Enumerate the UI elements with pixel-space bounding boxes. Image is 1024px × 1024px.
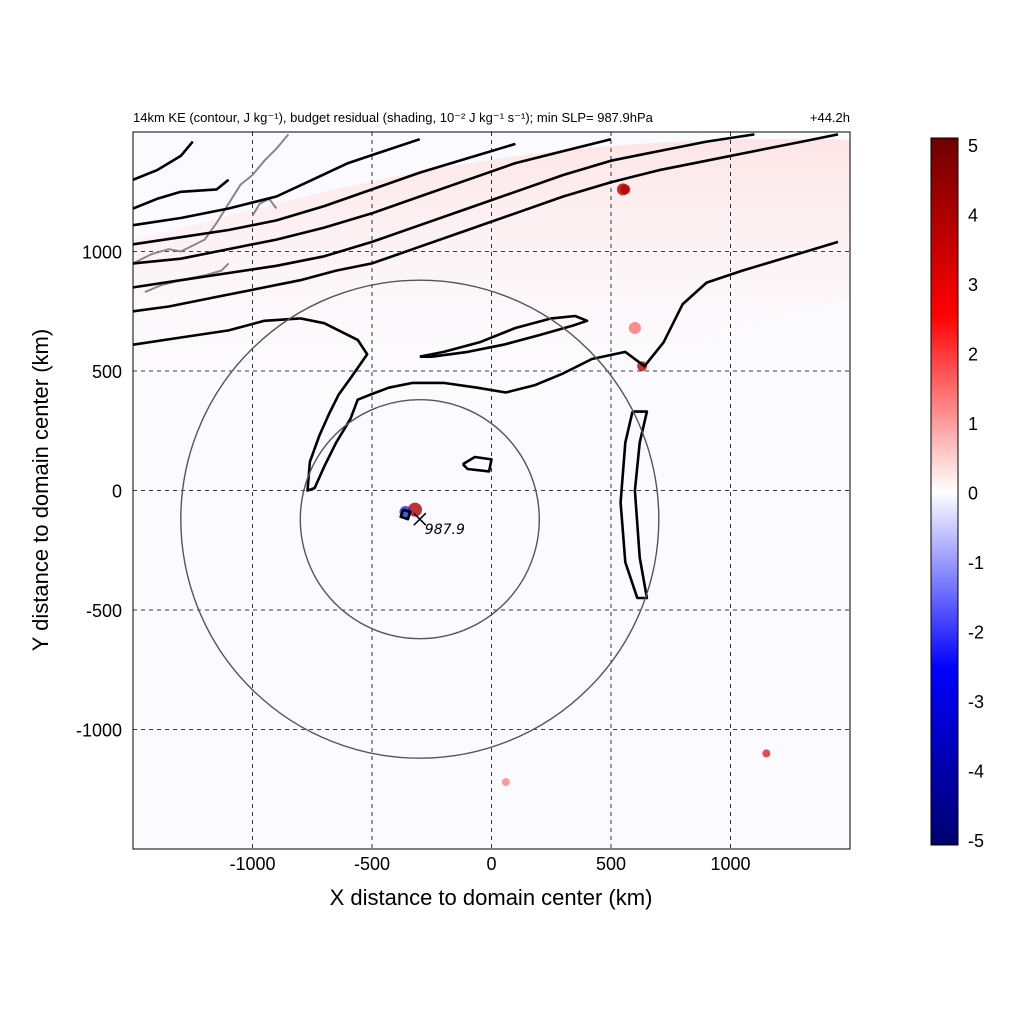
ke-contour-line (133, 137, 421, 227)
y-tick-label: 1000 (82, 243, 122, 263)
x-axis-label: X distance to domain center (km) (330, 885, 653, 910)
colorbar-tick-label: 2 (968, 345, 978, 365)
ke-contour-line (133, 137, 612, 265)
ke-contours (133, 133, 839, 600)
x-tick-label: -500 (354, 854, 390, 874)
colorbar (930, 137, 959, 846)
chart-title: 14km KE (contour, J kg⁻¹), budget residu… (133, 110, 654, 125)
plot-frame (132, 131, 851, 850)
colorbar-tick-label: -4 (968, 762, 984, 782)
range-ring (180, 279, 660, 759)
ke-contour-line (133, 142, 516, 246)
colorbar-tick-label: -2 (968, 623, 984, 643)
ke-contour-line (419, 314, 589, 358)
ke-contour-line (133, 140, 194, 182)
colorbar-ticks: 5 4 3 2 1 0 -1 -2 -3 -4 -5 (968, 136, 984, 851)
colorbar-tick-label: 5 (968, 136, 978, 156)
x-tick-label: -1000 (229, 854, 275, 874)
x-tick-label: 500 (596, 854, 626, 874)
colorbar-tick-label: -3 (968, 692, 984, 712)
ke-contour-line (399, 508, 412, 521)
min-slp-label: 987.9 (425, 522, 465, 538)
colorbar-tick-label: 1 (968, 414, 978, 434)
residual-blob (408, 502, 423, 517)
ke-contour-line (133, 240, 839, 492)
residual-shading (399, 183, 771, 787)
x-tick-label: 0 (486, 854, 496, 874)
plot-area: 987.9 (133, 132, 850, 849)
x-tick-label: 1000 (710, 854, 750, 874)
residual-blob (628, 321, 641, 334)
y-tick-label: -500 (86, 601, 122, 621)
ke-contour-line (461, 455, 493, 473)
range-rings (180, 279, 660, 759)
residual-blob (616, 183, 629, 196)
residual-shading-jet (133, 139, 850, 440)
residual-blob (501, 778, 510, 787)
ke-contour-line (133, 178, 230, 210)
colorbar-tick-label: 3 (968, 275, 978, 295)
coastline-segment (251, 197, 278, 217)
x-axis-ticks: -1000 -500 0 500 1000 (229, 854, 750, 874)
colorbar-tick-label: -5 (968, 831, 984, 851)
y-tick-label: 500 (92, 362, 122, 382)
ke-contour-line (133, 133, 755, 289)
storm-center-marker: 987.9 (413, 512, 465, 538)
residual-blob (762, 749, 771, 758)
y-axis-label: Y distance to domain center (km) (28, 329, 53, 651)
range-ring (299, 398, 540, 640)
y-tick-label: -1000 (76, 721, 122, 741)
forecast-time-label: +44.2h (810, 110, 850, 125)
storm-center-x-icon (413, 512, 427, 526)
colorbar-tick-label: -1 (968, 553, 984, 573)
colorbar-tick-label: 4 (968, 206, 978, 226)
coastline-segment (133, 133, 290, 265)
ke-contour-line (133, 133, 839, 313)
colorbar-tick-label: 0 (968, 484, 978, 504)
y-axis-ticks: -1000 -500 0 500 1000 (76, 243, 122, 741)
y-tick-label: 0 (112, 482, 122, 502)
